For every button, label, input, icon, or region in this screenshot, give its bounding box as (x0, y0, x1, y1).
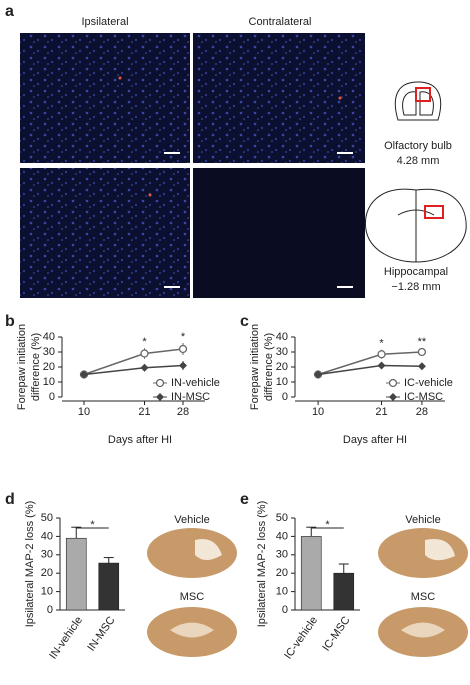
marker (156, 393, 164, 401)
marker (388, 378, 398, 388)
bar (300, 536, 322, 611)
y-axis-label: Ipsilateral MAP-2 loss (%) (256, 501, 268, 628)
significance: * (325, 519, 330, 531)
marker (140, 349, 149, 358)
region-name: Hippocampal (384, 266, 448, 278)
y-tick-label: 30 (276, 549, 288, 561)
significance: ** (418, 336, 427, 348)
panel-label: a (5, 3, 14, 20)
marker (314, 370, 323, 379)
y-tick-label: 40 (276, 331, 288, 343)
bar (65, 537, 87, 611)
micrograph (20, 168, 190, 298)
y-tick-label: 10 (43, 376, 55, 388)
labeled-cell (118, 76, 122, 80)
x-tick-label: 21 (375, 406, 387, 418)
labeled-cell (148, 193, 152, 197)
column-title: Contralateral (249, 16, 312, 28)
marker (179, 361, 187, 370)
micrographs (20, 33, 365, 298)
y-tick-label: 20 (276, 567, 288, 579)
y-tick-label: 10 (276, 376, 288, 388)
y-tick-label: 0 (47, 604, 53, 616)
image-label: MSC (180, 591, 205, 603)
region-name: Olfactory bulb (384, 140, 452, 152)
y-tick-label: 40 (41, 530, 53, 542)
y-tick-label: 40 (276, 530, 288, 542)
bar (333, 572, 355, 611)
marker (178, 344, 188, 354)
significance: * (90, 519, 95, 531)
y-tick-label: 50 (276, 512, 288, 524)
y-tick-label: 50 (41, 512, 53, 524)
series-line (317, 351, 422, 376)
y-tick-label: 20 (41, 567, 53, 579)
panel-label: d (5, 491, 15, 508)
hippocampal-schematic (364, 188, 467, 263)
x-tick-label: IC-MSC (320, 614, 352, 653)
scale-bars (164, 152, 353, 288)
y-tick-label: 20 (43, 361, 55, 373)
column-title: Ipsilateral (81, 16, 128, 28)
y-axis-label: difference (%) (263, 333, 275, 401)
marker (155, 378, 165, 388)
marker (377, 361, 386, 370)
y-tick-label: 10 (276, 586, 288, 598)
brain-sections (147, 528, 468, 657)
significance: * (181, 331, 186, 343)
x-tick-label: IN-vehicle (47, 615, 85, 662)
x-tick-label: 10 (312, 406, 324, 418)
y-axis-label: Ipsilateral MAP-2 loss (%) (24, 501, 36, 628)
region-coordinate: 4.28 mm (397, 155, 440, 167)
y-tick-label: 0 (49, 391, 55, 403)
y-tick-label: 10 (41, 586, 53, 598)
marker (140, 363, 149, 372)
legend-label: IC-MSC (404, 391, 443, 403)
image-label: Vehicle (174, 514, 209, 526)
y-tick-label: 20 (276, 361, 288, 373)
y-axis-label: Forepaw initiation (16, 324, 28, 410)
x-tick-label: 28 (416, 406, 428, 418)
x-tick-label: IC-vehicle (282, 615, 320, 662)
legend-label: IN-vehicle (171, 377, 220, 389)
y-tick-label: 30 (276, 346, 288, 358)
marker (417, 362, 426, 371)
x-tick-label: 28 (177, 406, 189, 418)
marker (80, 370, 88, 379)
olfactory-schematic (394, 81, 442, 121)
micrograph (20, 33, 190, 163)
y-tick-label: 0 (282, 604, 288, 616)
bar (98, 562, 120, 611)
panel-label: b (5, 313, 15, 330)
x-tick-label: 10 (78, 406, 90, 418)
panel-label: e (240, 491, 249, 508)
marker (377, 350, 386, 359)
y-tick-label: 40 (43, 331, 55, 343)
y-tick-label: 30 (43, 346, 55, 358)
legend-label: IN-MSC (171, 391, 210, 403)
micrograph (193, 33, 365, 163)
x-tick-label: IN-MSC (85, 614, 117, 653)
significance: * (142, 336, 147, 348)
significance: * (379, 338, 384, 350)
x-axis-label: Days after HI (108, 434, 172, 446)
region-coordinate: −1.28 mm (391, 281, 440, 293)
x-axis-label: Days after HI (343, 434, 407, 446)
marker (417, 347, 427, 357)
image-label: MSC (411, 591, 436, 603)
panel-label: c (240, 313, 249, 330)
y-axis-label: difference (%) (30, 333, 42, 401)
y-axis-label: Forepaw initiation (249, 324, 261, 410)
micrograph (193, 168, 365, 298)
marker (389, 393, 397, 401)
y-tick-label: 0 (282, 391, 288, 403)
legend-label: IC-vehicle (404, 377, 453, 389)
image-label: Vehicle (405, 514, 440, 526)
x-tick-label: 21 (138, 406, 150, 418)
y-tick-label: 30 (41, 549, 53, 561)
series-line (83, 348, 184, 376)
labeled-cell (338, 96, 342, 100)
